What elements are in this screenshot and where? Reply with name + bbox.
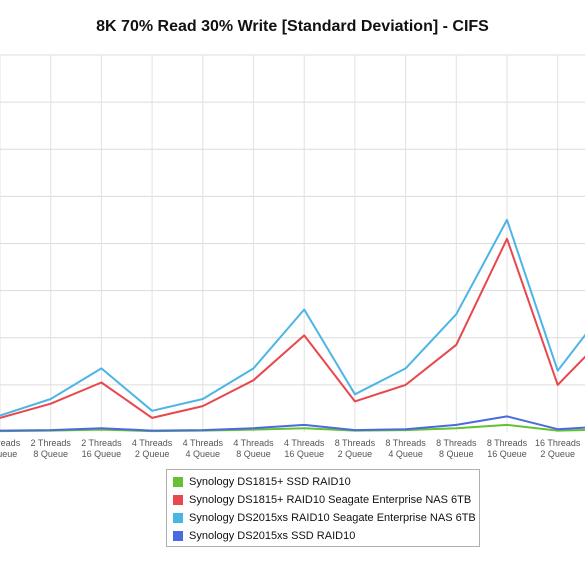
x-tick-label-line2: 8 Queue [236,449,271,459]
data-point [0,417,1,419]
x-tick-label: 8 Threads 8 Queue [436,438,477,459]
legend-swatch [173,477,183,487]
data-point [404,428,407,430]
x-tick-label-line1: 8 Threads [335,438,376,448]
data-point [455,313,458,315]
data-point [151,417,153,419]
data-point [252,428,255,431]
data-point [252,427,255,430]
x-tick-label-line2: 2 Queue [540,449,575,459]
x-tick-label-line1: 4 Threads [183,438,224,448]
data-point [506,415,508,418]
x-tick-label: 4 Threads 4 Queue [183,438,224,459]
legend-swatch [173,495,183,505]
x-tick-label-line1: 2 Threads [0,438,21,448]
data-point [202,429,204,431]
legend-label: Synology DS1815+ SSD RAID10 [189,476,351,488]
data-point [151,409,153,412]
data-point [556,428,559,430]
data-point [404,384,407,386]
x-tick-label: 2 Threads 16 Queue [81,438,122,459]
legend-swatch [173,513,183,523]
series-line [0,237,585,419]
x-tick-label: 16 Threads 2 Queue [535,438,581,459]
x-tick-label-line1: 4 Threads [284,438,325,448]
data-point [303,308,306,311]
x-tick-label-line1: 2 Threads [81,438,122,448]
data-point [49,429,52,431]
data-point [506,237,508,240]
data-point [303,334,306,337]
x-tick-label-line2: 2 Queue [135,449,170,459]
x-tick-label-line1: 16 Threads [535,438,581,448]
data-point [506,219,508,221]
legend-label: Synology DS2015xs RAID10 Seagate Enterpr… [189,512,476,524]
data-point [100,381,103,384]
data-point [252,379,255,381]
legend-swatch [173,531,183,541]
data-point [455,344,458,346]
data-point [49,402,52,405]
legend-label: Synology DS2015xs SSD RAID10 [189,530,356,542]
x-tick-label-line1: 8 Threads [436,438,477,448]
x-tick-label-line2: 4 Queue [388,449,423,459]
x-tick-label-line2: 4 Queue [0,449,17,459]
x-tick-label-line2: 16 Queue [82,449,122,459]
legend-item: Synology DS1815+ RAID10 Seagate Enterpri… [173,491,479,509]
data-point [100,427,103,430]
x-tick-label: 8 Threads 2 Queue [335,438,376,459]
x-tick-label: 2 Threads 8 Queue [31,438,72,459]
data-point [455,427,458,430]
data-point [0,414,1,417]
legend-label: Synology DS1815+ RAID10 Seagate Enterpri… [189,494,472,506]
data-point [354,429,356,431]
series-line [0,218,585,417]
x-tick-label-line1: 8 Threads [487,438,528,448]
x-tick-label: 4 Threads 16 Queue [284,438,325,459]
series-group [0,218,585,433]
data-point [100,367,103,370]
x-tick-label-line2: 16 Queue [487,449,527,459]
gridlines [0,54,585,432]
data-point [202,405,204,407]
x-tick-label-line1: 8 Threads [385,438,426,448]
data-point [151,429,153,432]
x-tick-label-line2: 8 Queue [33,449,68,459]
x-tick-label: 8 Threads 4 Queue [385,438,426,459]
data-point [252,367,255,370]
data-point [354,393,356,396]
data-point [506,424,508,426]
data-point [404,367,407,370]
data-point [303,427,306,430]
chart-title: 8K 70% Read 30% Write [Standard Deviatio… [96,18,489,35]
x-tick-label-line1: 4 Threads [132,438,173,448]
data-point [100,428,103,431]
x-tick-label: 8 Threads 16 Queue [487,438,528,459]
data-point [556,369,559,372]
x-tick-label: 4 Threads 8 Queue [233,438,274,459]
x-tick-label: 4 Threads 2 Queue [132,438,173,459]
x-tick-label-line2: 8 Queue [439,449,474,459]
chart-legend: Synology DS1815+ SSD RAID10 Synology DS18… [166,469,480,547]
x-tick-label-line2: 4 Queue [186,449,221,459]
x-tick-label-line1: 2 Threads [31,438,72,448]
data-point [303,424,306,426]
data-point [0,429,1,432]
x-tick-label-line2: 16 Queue [284,449,324,459]
data-point [455,424,458,426]
x-tick-label-line1: 4 Threads [233,438,274,448]
legend-item: Synology DS2015xs SSD RAID10 [173,527,479,545]
data-point [354,400,356,403]
data-point [556,429,559,432]
data-point [202,398,204,400]
legend-item: Synology DS2015xs RAID10 Seagate Enterpr… [173,509,479,527]
data-point [556,384,559,386]
legend-item: Synology DS1815+ SSD RAID10 [173,473,479,491]
data-point [49,398,52,400]
x-tick-label-line2: 2 Queue [338,449,373,459]
